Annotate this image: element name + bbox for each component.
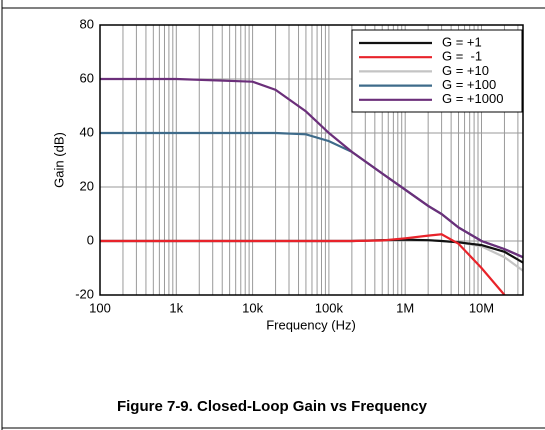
series-line (100, 77, 523, 259)
plot-border (99, 24, 524, 296)
legend-label: G = +100 (442, 77, 496, 92)
chart-title: Figure 7-9. Closed-Loop Gain vs Frequenc… (117, 398, 428, 415)
y-tick-label: 0 (87, 232, 94, 247)
x-tick-label: 100k (315, 300, 344, 315)
y-tick-label: 80 (80, 16, 94, 31)
x-tick-label: 100 (89, 300, 111, 315)
y-tick-label: 40 (80, 124, 94, 139)
legend-label: G = +10 (442, 63, 489, 78)
legend-label: G = +1 (442, 34, 482, 49)
x-tick-label: 1M (396, 300, 414, 315)
x-tick-label: 1k (169, 300, 183, 315)
y-tick-label: 60 (80, 70, 94, 85)
x-tick-label: 10k (242, 300, 263, 315)
x-axis-label: Frequency (Hz) (266, 317, 356, 332)
series-line (100, 233, 506, 295)
y-axis-label: Gain (dB) (51, 132, 66, 188)
x-tick-label: 10M (469, 300, 494, 315)
legend-label: G = +1000 (442, 91, 503, 106)
y-tick-label: -20 (75, 286, 94, 301)
legend-label: G = -1 (442, 49, 482, 64)
y-tick-label: 20 (80, 178, 94, 193)
